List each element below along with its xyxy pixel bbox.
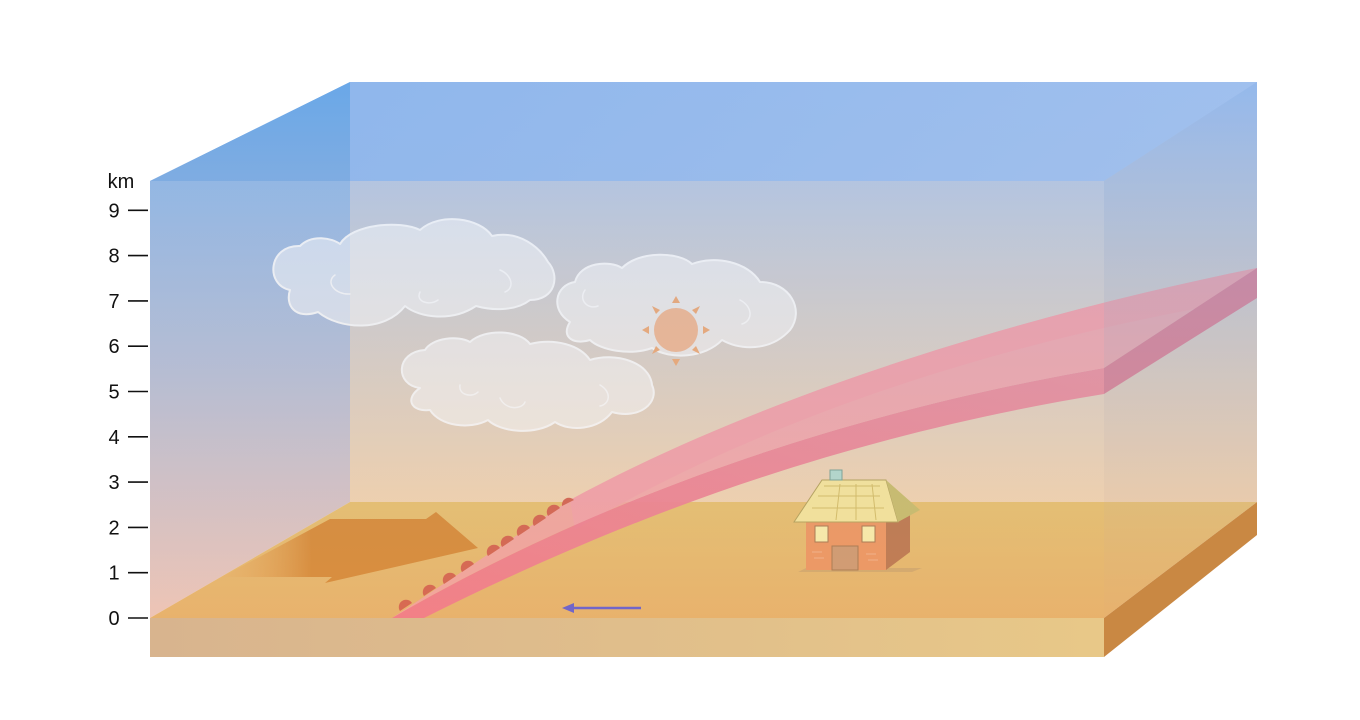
height-axis: km 0 1 2 3 4 5 6 7 8 9 [108, 171, 148, 630]
axis-tick-label: 1 [108, 563, 119, 585]
axis-tick-label: 9 [108, 200, 119, 222]
front-wall [150, 181, 1104, 618]
axis-unit-label: km [108, 171, 135, 193]
box-top-face [150, 82, 1257, 181]
axis-tick-label: 4 [108, 427, 119, 449]
axis-tick-label: 0 [108, 608, 119, 630]
ground-side [1104, 502, 1257, 657]
axis-tick-label: 8 [108, 246, 119, 268]
axis-tick-label: 3 [108, 472, 119, 494]
axis-tick-label: 7 [108, 291, 119, 313]
ground-front-slab [150, 618, 1104, 657]
right-wall [1104, 82, 1257, 618]
axis-tick-label: 6 [108, 336, 119, 358]
axis-tick-label: 5 [108, 382, 119, 404]
axis-tick-label: 2 [108, 517, 119, 539]
